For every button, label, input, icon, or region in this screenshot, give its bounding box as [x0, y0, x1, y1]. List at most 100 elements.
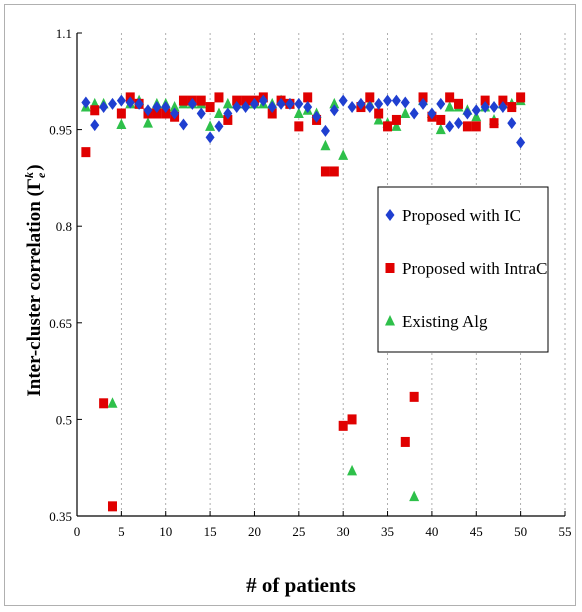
triangle-point [293, 107, 304, 118]
square-point [391, 114, 401, 125]
x-tick-label: 45 [470, 524, 483, 539]
diamond-point [365, 101, 375, 114]
triangle-point [329, 97, 340, 109]
diamond-point [391, 94, 401, 107]
diamond-point [489, 101, 499, 114]
diamond-point [383, 94, 393, 107]
diamond-point [116, 94, 126, 107]
diamond-point [232, 101, 242, 114]
square-point [232, 95, 242, 106]
diamond-point [507, 117, 517, 130]
x-tick-label: 30 [337, 524, 350, 539]
square-point [116, 108, 126, 119]
legend-square-icon [385, 263, 395, 273]
square-point [436, 114, 446, 125]
triangle-point [409, 490, 420, 502]
y-tick-label: 0.65 [49, 316, 72, 331]
square-point [480, 95, 490, 106]
diamond-point [241, 101, 251, 114]
x-axis-title: # of patients [246, 573, 356, 597]
y-tick-label: 0.35 [49, 509, 72, 524]
triangle-point [435, 123, 446, 135]
y-tick-label: 0.95 [49, 123, 72, 138]
triangle-point [142, 117, 153, 128]
x-tick-label: 15 [204, 524, 217, 539]
diamond-point [320, 124, 330, 137]
legend-label: Existing Alg [402, 312, 488, 331]
diamond-point [267, 101, 277, 114]
diamond-point [516, 136, 526, 149]
diamond-point [196, 107, 206, 120]
square-point [489, 118, 499, 129]
triangle-point [205, 120, 216, 131]
square-point [267, 108, 277, 119]
triangle-point [116, 118, 127, 129]
diamond-point [143, 104, 153, 117]
diamond-point [480, 101, 490, 114]
diamond-point [409, 107, 419, 120]
legend-box [377, 186, 549, 353]
x-tick-label: 35 [381, 524, 394, 539]
triangle-point [444, 101, 455, 112]
square-point [161, 108, 171, 119]
square-point [374, 108, 384, 119]
triangle-point [347, 464, 358, 476]
square-point [409, 391, 419, 402]
square-point [418, 92, 428, 103]
legend-label: Proposed with IntraC [402, 259, 547, 278]
square-point [498, 95, 508, 106]
square-point [383, 121, 393, 132]
square-point [81, 147, 91, 158]
square-point [241, 95, 251, 106]
square-point [303, 92, 313, 103]
diamond-point [462, 107, 472, 120]
triangle-point [373, 113, 384, 125]
legend-triangle-icon [385, 315, 395, 326]
diamond-point [347, 101, 357, 114]
diamond-point [400, 96, 410, 109]
diamond-point [303, 101, 313, 114]
square-point [471, 121, 481, 132]
diamond-point [285, 97, 295, 110]
diamond-point [329, 104, 339, 117]
diamond-point [205, 131, 215, 144]
diamond-point [445, 120, 455, 133]
diamond-point [356, 97, 366, 110]
diamond-point [178, 118, 188, 131]
diamond-point [214, 120, 224, 133]
triangle-point [400, 107, 411, 118]
chart-frame [4, 4, 576, 606]
square-point [365, 92, 375, 103]
triangle-point [320, 139, 331, 151]
diamond-point [294, 97, 304, 110]
triangle-point [391, 120, 402, 131]
x-tick-label: 50 [514, 524, 527, 539]
diamond-point [276, 97, 286, 110]
square-point [107, 501, 117, 512]
diamond-point [170, 107, 180, 120]
square-point [329, 166, 339, 177]
square-point [152, 108, 162, 119]
triangle-point [338, 149, 349, 160]
diamond-point [99, 101, 109, 114]
diamond-point [187, 97, 197, 110]
triangle-point [222, 97, 233, 109]
x-tick-label: 55 [559, 524, 572, 539]
diamond-point [427, 107, 437, 120]
square-point [507, 102, 517, 113]
legend-diamond-icon [385, 209, 395, 221]
x-tick-label: 20 [248, 524, 261, 539]
diamond-point [152, 101, 162, 114]
square-point [205, 102, 215, 113]
square-point [320, 166, 330, 177]
triangle-point [213, 107, 224, 118]
y-tick-label: 0.8 [56, 219, 72, 234]
square-point [99, 398, 109, 409]
diamond-point [338, 94, 348, 107]
diamond-point [134, 97, 144, 110]
diamond-point [471, 104, 481, 117]
square-point [400, 436, 410, 447]
triangle-point [107, 397, 118, 408]
diamond-point [258, 94, 268, 107]
square-point [454, 98, 464, 109]
